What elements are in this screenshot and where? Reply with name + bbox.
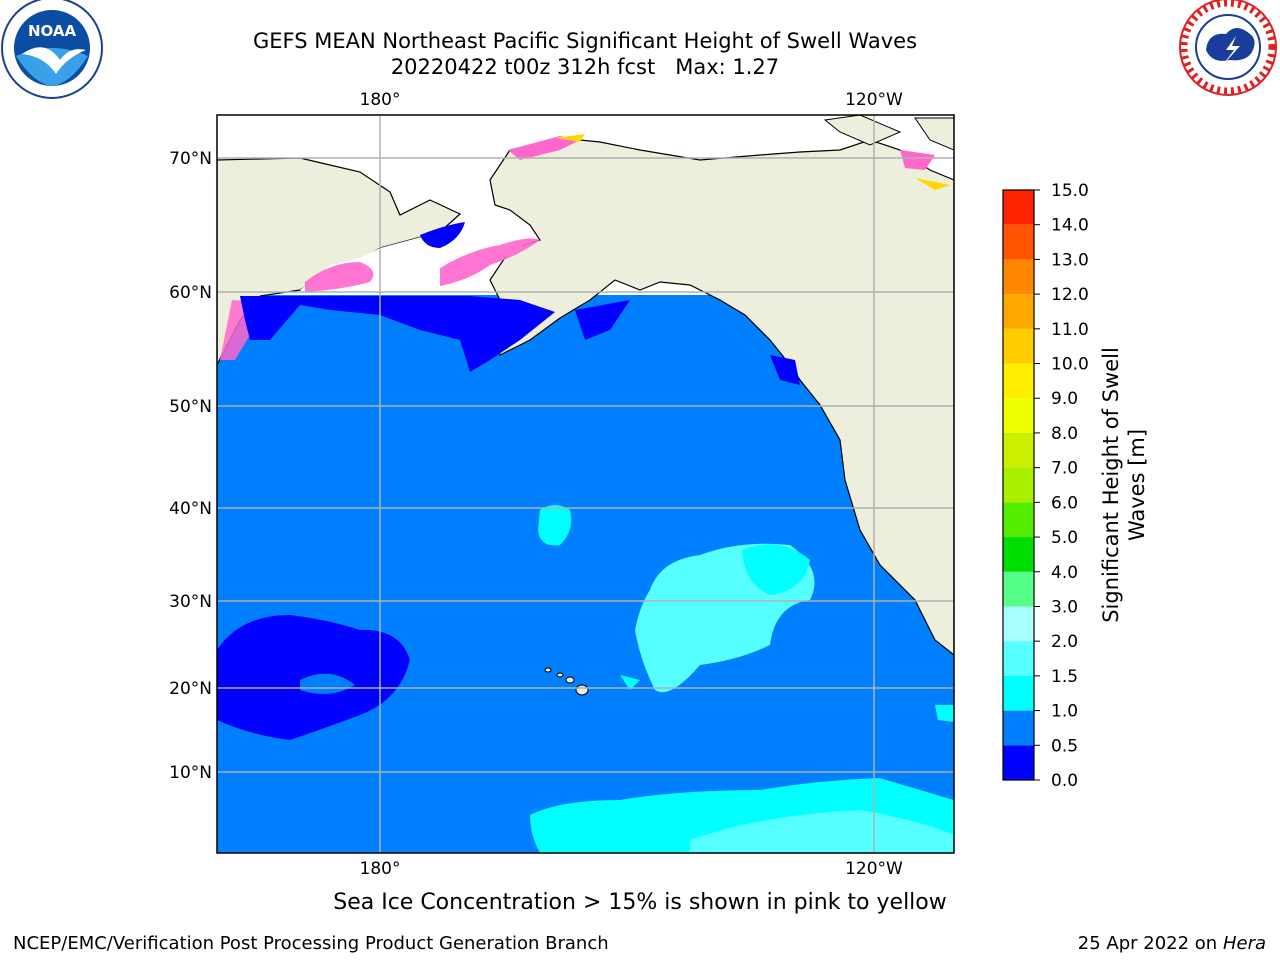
colorbar-bin: [1003, 294, 1034, 329]
lat-label-40n: 40°N: [169, 499, 212, 519]
lon-label-top-120w: 120°W: [845, 90, 903, 110]
map-area: [217, 115, 954, 853]
colorbar-tick-label: 3.0: [1051, 597, 1078, 617]
colorbar-bin: [1003, 502, 1034, 538]
lat-label-60n: 60°N: [169, 283, 212, 303]
arctic-island-1: [823, 115, 902, 146]
colorbar-label-line-2: Waves [m]: [1125, 429, 1149, 541]
lat-label-10n: 10°N: [169, 763, 212, 783]
colorbar-bin: [1003, 398, 1034, 433]
footer-credit: NCEP/EMC/Verification Post Processing Pr…: [13, 933, 609, 954]
colorbar-tick-label: 5.0: [1051, 528, 1078, 548]
sea-ice-pink-2: [440, 238, 540, 286]
colorbar-tick-label: 9.0: [1051, 389, 1078, 409]
colorbar: 0.0 0.5 1.0 1.5 2.0 3.0 4.0 5.0 6.0 7.0 8.0 9.0 10.0…: [1002, 181, 1089, 791]
arctic-island-2: [914, 117, 954, 151]
noaa-logo: NOAA: [1, 0, 103, 99]
colorbar-tick-label: 4.0: [1051, 563, 1078, 583]
colorbar-bin: [1003, 571, 1034, 607]
colorbar-tick-label: 8.0: [1051, 424, 1078, 444]
bering-low-swell: [300, 296, 555, 372]
colorbar-bin: [1003, 710, 1034, 746]
lon-label-bottom-180: 180°: [360, 859, 401, 879]
noaa-logo-text: NOAA: [28, 22, 77, 40]
colorbar-label-line-1: Significant Height of Swell: [1099, 347, 1123, 623]
footer-date-text: 25 Apr 2022 on: [1077, 933, 1223, 954]
colorbar-label: Significant Height of Swell Waves [m]: [1099, 347, 1149, 623]
colorbar-bin: [1003, 675, 1034, 711]
colorbar-bin: [1003, 224, 1034, 260]
colorbar-bin: [1003, 259, 1034, 295]
sea-ice-pink-1: [305, 262, 374, 292]
colorbar-tick-label: 0.5: [1051, 736, 1078, 756]
lat-label-70n: 70°N: [169, 149, 212, 169]
colorbar-bin: [1003, 606, 1034, 642]
title-line-2: 20220422 t00z 312h fcst Max: 1.27: [390, 55, 780, 79]
colorbar-tick-label: 15.0: [1051, 181, 1089, 201]
lon-label-bottom-120w: 120°W: [845, 859, 903, 879]
colorbar-bin: [1003, 190, 1034, 225]
lat-label-50n: 50°N: [169, 397, 212, 417]
colorbar-tick-label: 1.5: [1051, 667, 1078, 687]
cyan-patch-tiny: [620, 675, 640, 690]
colorbar-tick-label: 7.0: [1051, 459, 1078, 479]
tropical-cyan-band-inner: [690, 810, 954, 853]
kodiak-low-swell: [575, 300, 630, 340]
cyan-patch-se: [935, 705, 954, 722]
sea-ice-yellow-2: [915, 178, 950, 190]
lat-label-30n: 30°N: [169, 592, 212, 612]
colorbar-tick-label: 12.0: [1051, 285, 1089, 305]
sea-ice-pink-4: [508, 136, 580, 160]
colorbar-tick-label: 0.0: [1051, 771, 1078, 791]
colorbar-tick-label: 13.0: [1051, 250, 1089, 270]
norton-sound-low: [420, 222, 465, 248]
sea-ice-pink-5: [900, 150, 935, 170]
colorbar-tick-label: 2.0: [1051, 632, 1078, 652]
colorbar-bin: [1003, 641, 1034, 676]
colorbar-bin: [1003, 432, 1034, 468]
title-line-1: GEFS MEAN Northeast Pacific Significant …: [252, 29, 918, 53]
se-alaska-low-swell: [770, 355, 800, 385]
footer-host: Hera: [1222, 933, 1266, 954]
nws-logo: [1179, 0, 1277, 96]
colorbar-bin: [1003, 467, 1034, 503]
colorbar-tick-label: 11.0: [1051, 320, 1089, 340]
colorbar-tick-label: 1.0: [1051, 702, 1078, 722]
map-frame: [216, 114, 955, 854]
colorbar-bin: [1003, 537, 1034, 572]
colorbar-tick-label: 14.0: [1051, 216, 1089, 236]
colorbar-bin: [1003, 363, 1034, 399]
colorbar-tick-label: 10.0: [1051, 355, 1089, 375]
sea-ice-yellow-1: [555, 134, 585, 142]
colorbar-bin: [1003, 328, 1034, 364]
gridlines: [217, 115, 954, 853]
footer-date: 25 Apr 2022 on Hera: [1078, 933, 1266, 954]
colorbar-frame: [1002, 189, 1035, 781]
chart-title: GEFS MEAN Northeast Pacific Significant …: [0, 28, 1170, 80]
colorbar-bin: [1003, 745, 1034, 780]
cyan-patch-east: [742, 544, 810, 595]
kamchatka-low-swell: [240, 296, 300, 340]
sea-ice-note: Sea Ice Concentration > 15% is shown in …: [333, 890, 947, 915]
lat-label-20n: 20°N: [169, 679, 212, 699]
cyan-patch-small: [538, 505, 572, 546]
western-patch-gap: [300, 673, 355, 694]
lon-label-top-180: 180°: [360, 90, 401, 110]
colorbar-tick-label: 6.0: [1051, 493, 1078, 513]
